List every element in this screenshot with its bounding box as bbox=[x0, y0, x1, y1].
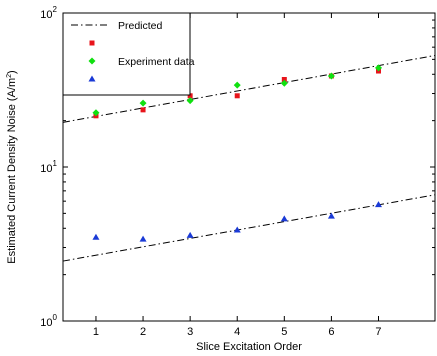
data-point-diamond bbox=[374, 64, 382, 72]
x-tick-label: 2 bbox=[140, 326, 146, 338]
predicted-line bbox=[62, 194, 436, 262]
data-point-diamond bbox=[327, 72, 335, 80]
y-tick-label-exp: 1 bbox=[53, 159, 58, 168]
data-point-square bbox=[140, 107, 146, 113]
y-tick-label-base: 10 bbox=[40, 163, 52, 175]
data-point-square bbox=[281, 76, 287, 82]
data-point-triangle bbox=[233, 226, 241, 233]
data-point-triangle bbox=[280, 215, 288, 222]
legend-symbol-diamond bbox=[88, 57, 96, 65]
legend-symbol-square bbox=[89, 40, 95, 46]
data-point-square bbox=[187, 93, 193, 99]
data-point-triangle bbox=[139, 235, 147, 242]
y-axis-title-sup: 2 bbox=[6, 74, 13, 78]
y-tick-label-base: 10 bbox=[40, 9, 52, 21]
predicted-line bbox=[62, 54, 436, 123]
y-tick-label-exp: 0 bbox=[53, 313, 58, 322]
legend: Predicted Experiment data bbox=[62, 12, 195, 96]
legend-symbol-triangle bbox=[88, 75, 96, 82]
y-axis-title-main: Estimated Current Density Noise (A/m bbox=[6, 78, 18, 264]
y-axis-title-close: ) bbox=[6, 70, 18, 74]
x-tick-label: 6 bbox=[328, 326, 334, 338]
data-point-triangle bbox=[374, 201, 382, 208]
legend-label-experiment: Experiment data bbox=[118, 56, 195, 68]
data-point-diamond bbox=[139, 99, 147, 107]
x-tick-label: 4 bbox=[234, 326, 240, 338]
data-point-triangle bbox=[92, 233, 100, 240]
x-tick-label: 1 bbox=[93, 326, 99, 338]
y-tick-label: 102 bbox=[40, 5, 57, 21]
data-point-diamond bbox=[92, 109, 100, 117]
data-point-diamond bbox=[280, 79, 288, 87]
data-point-diamond bbox=[186, 97, 194, 105]
y-tick-label: 101 bbox=[40, 159, 57, 175]
data-point-diamond bbox=[233, 81, 241, 89]
x-tick-label: 7 bbox=[375, 326, 381, 338]
series-layer bbox=[62, 54, 436, 262]
x-tick-label: 3 bbox=[187, 326, 193, 338]
x-axis-title: Slice Excitation Order bbox=[196, 341, 302, 353]
x-tick-label: 5 bbox=[281, 326, 287, 338]
data-point-triangle bbox=[186, 231, 194, 238]
legend-box bbox=[62, 12, 191, 96]
data-point-square bbox=[234, 93, 240, 99]
y-axis-title: Estimated Current Density Noise (A/m2) bbox=[6, 70, 18, 263]
y-tick-label-base: 10 bbox=[40, 317, 52, 329]
y-tick-label-exp: 2 bbox=[53, 5, 58, 14]
legend-label-predicted: Predicted bbox=[118, 20, 163, 32]
y-tick-label: 100 bbox=[40, 313, 57, 329]
data-point-triangle bbox=[327, 212, 335, 219]
